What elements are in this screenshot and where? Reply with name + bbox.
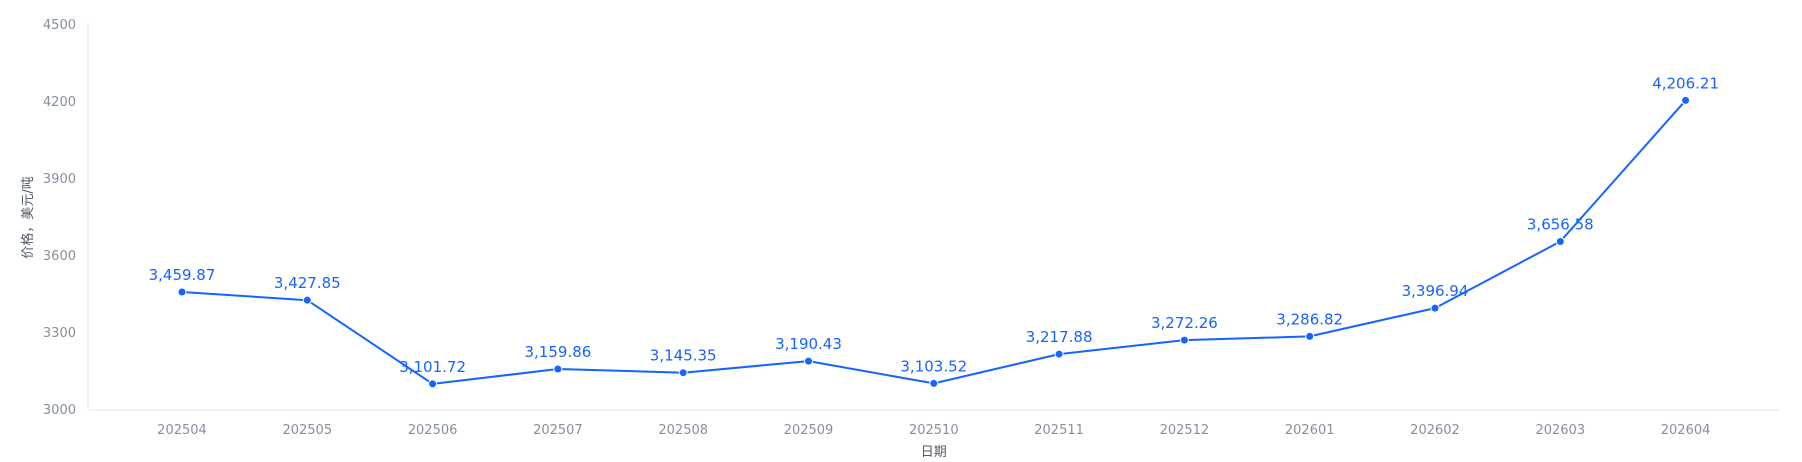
- y-tick-label: 3000: [43, 403, 76, 418]
- data-label: 3,272.26: [1151, 314, 1218, 332]
- data-label: 3,101.72: [399, 358, 466, 376]
- data-label: 3,459.87: [149, 266, 216, 284]
- x-tick-label: 202505: [282, 423, 332, 438]
- data-point[interactable]: [1430, 303, 1440, 313]
- data-label: 3,396.94: [1402, 282, 1469, 300]
- data-point[interactable]: [428, 379, 438, 389]
- data-point[interactable]: [302, 295, 312, 305]
- data-point[interactable]: [1054, 349, 1064, 359]
- x-tick-label: 202511: [1034, 423, 1084, 438]
- data-label: 4,206.21: [1652, 74, 1719, 92]
- series-layer: [177, 95, 1691, 389]
- x-tick-label: 202506: [408, 423, 458, 438]
- y-tick-label: 4500: [43, 18, 76, 33]
- data-label: 3,190.43: [775, 335, 842, 353]
- y-axis-ticks: 3000 3300 3600 3900 4200 4500: [43, 18, 76, 418]
- data-point[interactable]: [929, 378, 939, 388]
- series-line: [181, 99, 1687, 385]
- x-axis-ticks: 202504 202505 202506 202507 202508 202509 2025…: [157, 423, 1710, 438]
- x-tick-label: 202604: [1661, 423, 1711, 438]
- data-point[interactable]: [177, 287, 187, 297]
- data-label: 3,217.88: [1026, 328, 1093, 346]
- data-point[interactable]: [804, 356, 813, 366]
- data-label: 3,159.86: [525, 343, 592, 361]
- x-axis-title: 日期: [921, 445, 947, 460]
- x-tick-label: 202508: [658, 423, 708, 438]
- x-tick-label: 202602: [1410, 423, 1460, 438]
- data-label: 3,656.58: [1527, 215, 1594, 233]
- data-label: 3,103.52: [900, 357, 967, 375]
- data-point[interactable]: [1179, 335, 1189, 345]
- x-tick-label: 202601: [1285, 423, 1335, 438]
- data-point[interactable]: [1555, 236, 1565, 246]
- data-label: 3,145.35: [650, 347, 717, 365]
- data-point[interactable]: [1305, 331, 1315, 341]
- y-tick-label: 3600: [43, 249, 76, 264]
- y-tick-label: 4200: [43, 95, 76, 110]
- x-tick-label: 202510: [909, 423, 959, 438]
- data-label-layer: 3,459.87 3,427.85 3,101.72 3,159.86 3,145.35…: [149, 74, 1719, 375]
- x-tick-label: 202603: [1535, 423, 1585, 438]
- y-axis-title: 价格，美元/吨: [20, 176, 36, 258]
- data-label: 3,427.85: [274, 274, 341, 292]
- x-tick-label: 202512: [1160, 423, 1210, 438]
- axis-layer: [87, 23, 1780, 411]
- y-tick-label: 3300: [43, 326, 76, 341]
- x-tick-label: 202504: [157, 423, 207, 438]
- y-tick-label: 3900: [43, 172, 76, 187]
- x-tick-label: 202507: [533, 423, 583, 438]
- data-point[interactable]: [553, 364, 563, 374]
- data-point[interactable]: [1681, 95, 1691, 105]
- data-label: 3,286.82: [1276, 310, 1343, 328]
- x-tick-label: 202509: [784, 423, 834, 438]
- data-point[interactable]: [678, 368, 688, 378]
